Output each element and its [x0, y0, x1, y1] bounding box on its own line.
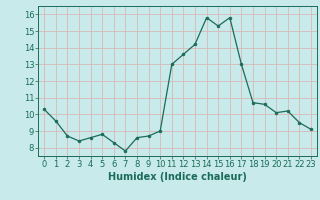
X-axis label: Humidex (Indice chaleur): Humidex (Indice chaleur)	[108, 172, 247, 182]
